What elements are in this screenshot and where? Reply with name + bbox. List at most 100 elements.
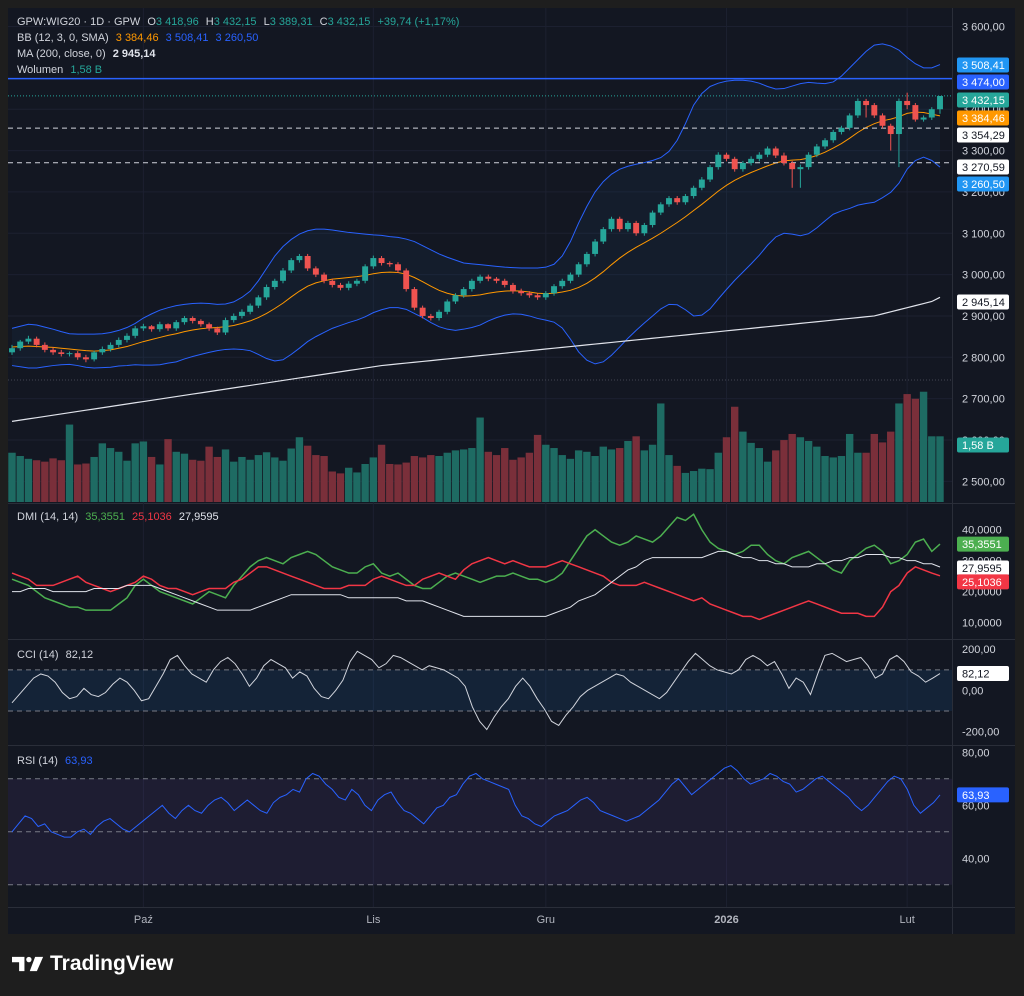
tradingview-logo-icon — [12, 956, 44, 972]
candle-body — [666, 198, 672, 205]
volume-bar — [156, 464, 164, 502]
candle-body — [542, 293, 549, 298]
volume-bar — [287, 448, 295, 502]
volume-bar — [418, 457, 427, 502]
bb-legend[interactable]: BB (12, 3, 0, SMA) 3 384,46 3 508,41 3 2… — [17, 32, 262, 44]
volume-bar — [32, 460, 41, 502]
volume-bar — [870, 433, 878, 502]
level2-tag-bg — [957, 159, 1009, 175]
bb-basis-tag-bg — [957, 110, 1009, 126]
candle-body — [452, 295, 459, 302]
high-label: H — [205, 16, 214, 28]
volume-bar — [616, 448, 624, 502]
rsi-pane[interactable] — [8, 764, 952, 886]
cci-legend[interactable]: CCI (14) 82,12 — [17, 649, 97, 661]
cci-line — [11, 650, 941, 731]
price-tick-label: 2 900,00 — [962, 311, 1005, 323]
volume-bar — [16, 456, 24, 502]
high-value: 3 432,15 — [213, 16, 257, 28]
volume-bar — [632, 436, 640, 502]
candle-body — [156, 324, 163, 330]
candle-body — [756, 154, 763, 159]
ma-legend[interactable]: MA (200, close, 0) 2 945,14 — [17, 48, 160, 60]
candle-body — [50, 349, 57, 353]
volume-bar — [903, 394, 911, 502]
candle-body — [370, 258, 377, 267]
candle-body — [280, 270, 286, 281]
candle-body — [789, 162, 796, 170]
volume-bar — [928, 436, 936, 502]
price-axis[interactable]: 2 500,002 600,002 700,002 800,002 900,00… — [957, 22, 1009, 866]
volume-bar — [591, 456, 599, 502]
volume-bar — [887, 431, 895, 502]
cci-label: CCI (14) — [17, 649, 59, 661]
candle-body — [616, 218, 623, 230]
candle-body — [247, 305, 254, 312]
price-tick-label: 2 800,00 — [962, 352, 1005, 364]
symbol-title: GPW:WIG20 · 1D · GPW — [17, 16, 141, 28]
candle-body — [197, 320, 204, 325]
dmi-adx-line — [12, 550, 941, 617]
volume-bar — [583, 451, 591, 502]
candle-body — [386, 263, 393, 265]
rsi-legend[interactable]: RSI (14) 63,93 — [17, 755, 97, 767]
price-tick-label: 3 300,00 — [962, 146, 1005, 158]
volume-bar — [624, 441, 632, 502]
volume-bar — [147, 456, 156, 502]
volume-bar — [361, 463, 369, 502]
symbol-legend[interactable]: GPW:WIG20 · 1D · GPW O3 418,96 H3 432,15… — [17, 16, 463, 28]
volume-bar — [271, 457, 279, 502]
volume-bar — [246, 459, 254, 502]
candle-body — [189, 318, 196, 321]
dmi-adx-tag: 27,9595 — [962, 563, 1002, 575]
candle-body — [641, 224, 648, 234]
volume-bar — [550, 448, 558, 502]
candle-body — [321, 274, 328, 281]
candle-body — [674, 198, 681, 203]
volume-bar — [755, 448, 764, 502]
volume-bar — [98, 443, 107, 502]
candle-body — [427, 315, 434, 319]
volume-bar — [254, 455, 263, 502]
volume-legend[interactable]: Wolumen 1,58 B — [17, 64, 106, 76]
volume-bar — [878, 442, 887, 502]
tradingview-brand[interactable]: TradingView — [12, 952, 173, 976]
candle-body — [887, 125, 894, 135]
volume-bar — [41, 461, 49, 502]
cci-tick-label: -200,00 — [962, 727, 999, 739]
rsi-label: RSI (14) — [17, 755, 58, 767]
dmi-label: DMI (14, 14) — [17, 511, 79, 523]
candle-body — [337, 284, 344, 288]
candle-body — [583, 253, 590, 265]
volume-bar — [24, 458, 33, 502]
cci-pane[interactable] — [8, 650, 952, 731]
candle-body — [312, 268, 319, 275]
volume-bar — [722, 437, 731, 502]
candle-body — [41, 344, 48, 350]
candle-body — [698, 179, 705, 188]
candle-body — [559, 280, 566, 287]
candle-body — [805, 154, 812, 168]
price-pane[interactable] — [8, 43, 952, 502]
bb-lower-line — [11, 156, 941, 369]
time-axis[interactable]: Paź Lis Gru 2026 Lut — [134, 914, 915, 926]
ma200-line — [11, 296, 941, 422]
candle-body — [460, 289, 467, 296]
candle-body — [66, 353, 73, 355]
rsi-tick-label: 40,00 — [962, 853, 990, 865]
dmi-adx-value: 27,9595 — [178, 511, 219, 523]
price-tick-label: 2 500,00 — [962, 476, 1005, 488]
dmi-adx-tag-bg — [957, 560, 1009, 576]
dmi-legend[interactable]: DMI (14, 14) 35,3551 25,1036 27,9595 — [17, 511, 223, 523]
volume-bar — [747, 442, 755, 502]
candle-body — [871, 105, 878, 116]
dmi-pane[interactable] — [11, 513, 941, 621]
bb-lower-tag: 3 260,50 — [962, 179, 1005, 191]
volume-bar — [451, 450, 460, 502]
dmi-minus-line — [11, 556, 941, 621]
open-label: O — [147, 16, 156, 28]
volume-tag: 1,58 B — [962, 440, 994, 452]
volume-bar — [648, 444, 657, 502]
